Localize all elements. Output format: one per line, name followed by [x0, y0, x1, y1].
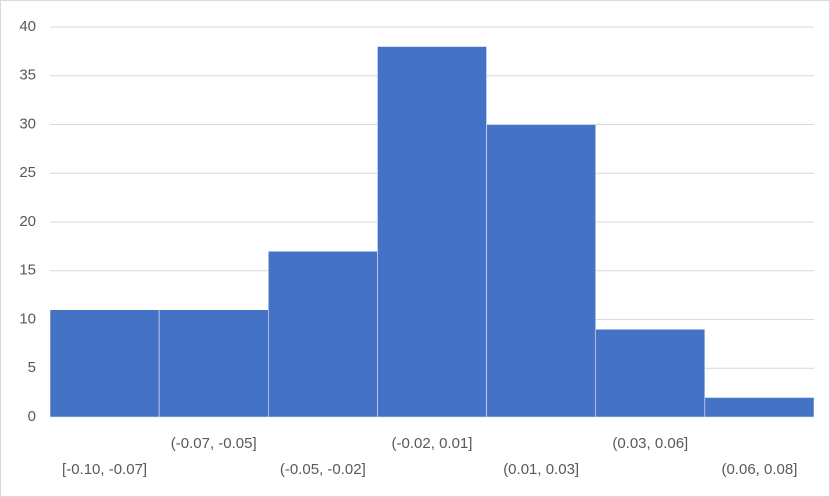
y-tick-label: 20: [19, 213, 36, 230]
x-tick-label: (-0.02, 0.01]: [392, 435, 473, 452]
bar: [704, 397, 815, 418]
bar: [377, 46, 487, 418]
y-tick-label: 0: [28, 408, 36, 425]
bar: [158, 309, 269, 418]
bar: [49, 309, 160, 418]
y-tick-label: 25: [19, 164, 36, 181]
bar: [268, 251, 378, 418]
y-tick-label: 5: [28, 359, 36, 376]
y-tick-label: 10: [19, 310, 36, 327]
x-tick-label: (-0.07, -0.05]: [171, 435, 257, 452]
bar: [595, 329, 706, 418]
x-tick-label: (0.01, 0.03]: [503, 461, 579, 478]
y-tick-label: 40: [19, 18, 36, 35]
x-tick-label: (0.03, 0.06]: [612, 435, 688, 452]
x-tick-label: (-0.05, -0.02]: [280, 461, 366, 478]
y-tick-label: 30: [19, 115, 36, 132]
y-tick-label: 35: [19, 67, 36, 84]
x-tick-label: (0.06, 0.08]: [721, 461, 797, 478]
y-tick-label: 15: [19, 262, 36, 279]
bar: [486, 124, 596, 418]
x-tick-label: [-0.10, -0.07]: [62, 461, 147, 478]
